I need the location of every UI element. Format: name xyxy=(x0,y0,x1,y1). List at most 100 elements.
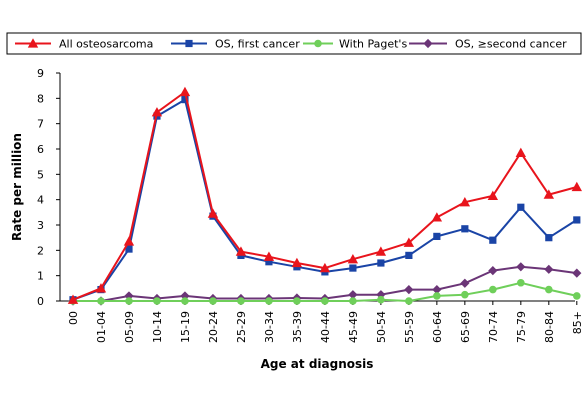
y-tick-label: 0 xyxy=(37,295,44,308)
legend-label: With Paget's xyxy=(339,38,407,51)
x-tick-label: 00 xyxy=(67,311,80,325)
data-point xyxy=(293,297,301,305)
data-point xyxy=(347,254,359,264)
x-tick-label: 15-19 xyxy=(179,311,192,343)
legend-item: OS, ≥second cancer xyxy=(409,38,567,51)
series-0 xyxy=(67,86,583,304)
data-point xyxy=(265,297,273,305)
y-tick-label: 8 xyxy=(37,92,44,105)
data-point xyxy=(489,236,497,244)
data-point xyxy=(461,290,469,299)
x-tick-label: 80-84 xyxy=(543,311,556,343)
x-tick-label: 50-54 xyxy=(375,311,388,343)
data-point xyxy=(487,190,499,201)
y-tick-label: 1 xyxy=(37,270,44,283)
data-point xyxy=(265,258,273,266)
data-point xyxy=(181,297,189,305)
series-1 xyxy=(69,96,581,304)
data-point xyxy=(517,278,525,287)
y-tick-label: 5 xyxy=(37,168,44,181)
x-tick-label: 85+ xyxy=(571,311,584,334)
data-point xyxy=(377,259,385,267)
data-point xyxy=(319,262,331,273)
x-tick-label: 25-29 xyxy=(235,311,248,343)
x-tick-label: 75-79 xyxy=(515,311,528,343)
legend: All osteosarcoma OS, first cancer With Pag… xyxy=(6,32,582,55)
data-point xyxy=(349,297,357,305)
x-tick-label: 40-44 xyxy=(319,311,332,343)
data-point xyxy=(517,203,525,211)
data-point xyxy=(95,283,107,293)
data-point xyxy=(433,292,441,300)
series-layer xyxy=(67,86,583,306)
data-point xyxy=(321,297,329,305)
data-point xyxy=(207,208,219,218)
x-tick-label: 05-09 xyxy=(123,311,136,343)
legend-marker xyxy=(27,38,39,48)
data-point xyxy=(125,297,133,305)
data-point xyxy=(181,96,189,104)
data-point xyxy=(377,295,385,304)
axes: 0 1 2 3 4 5 6 7 8 9 00 01-04 05-09 10-14 15-19 20-24 25-… xyxy=(37,67,584,343)
data-point xyxy=(432,285,442,295)
data-point xyxy=(488,266,498,276)
data-point xyxy=(291,257,303,268)
x-tick-label: 35-39 xyxy=(291,311,304,343)
series-2 xyxy=(69,278,581,305)
data-point xyxy=(461,225,469,233)
data-point xyxy=(263,251,275,261)
x-tick-label: 30-34 xyxy=(263,311,276,343)
legend-marker xyxy=(185,39,193,48)
x-tick-label: 45-49 xyxy=(347,311,360,343)
legend-marker xyxy=(314,39,322,48)
data-point xyxy=(124,291,134,301)
y-tick-label: 7 xyxy=(37,118,44,131)
data-point xyxy=(67,294,79,304)
data-point xyxy=(404,285,414,295)
data-point xyxy=(543,189,555,199)
legend-marker xyxy=(423,38,433,49)
data-point xyxy=(516,262,526,272)
data-point xyxy=(459,197,471,207)
data-point xyxy=(544,264,554,274)
y-axis-title: Rate per million xyxy=(10,133,24,241)
data-point xyxy=(179,86,191,97)
legend-item: All osteosarcoma xyxy=(15,38,153,51)
data-point xyxy=(180,291,190,301)
x-tick-label: 10-14 xyxy=(151,311,164,343)
data-point xyxy=(460,278,470,288)
data-point xyxy=(237,297,245,305)
legend-label: All osteosarcoma xyxy=(59,38,153,51)
data-point xyxy=(431,212,443,222)
data-point xyxy=(571,181,583,192)
data-point xyxy=(433,232,441,240)
data-point xyxy=(545,234,553,242)
y-tick-label: 6 xyxy=(37,143,44,156)
data-point xyxy=(573,216,581,224)
data-point xyxy=(573,292,581,300)
x-tick-label: 60-64 xyxy=(431,311,444,343)
data-point xyxy=(151,107,163,117)
data-point xyxy=(125,245,133,253)
data-point xyxy=(349,264,357,272)
data-point xyxy=(515,147,527,157)
data-point xyxy=(97,297,105,305)
y-tick-label: 3 xyxy=(37,219,44,232)
legend-label: OS, ≥second cancer xyxy=(455,38,567,51)
legend-label: OS, first cancer xyxy=(215,38,300,51)
x-tick-label: 01-04 xyxy=(95,311,108,343)
data-point xyxy=(348,290,358,300)
data-point xyxy=(375,246,387,256)
data-point xyxy=(405,251,413,259)
data-point xyxy=(123,236,135,246)
data-point xyxy=(572,268,582,278)
x-tick-label: 70-74 xyxy=(487,311,500,343)
y-tick-label: 2 xyxy=(37,244,44,257)
legend-box xyxy=(6,32,582,55)
data-point xyxy=(545,285,553,294)
data-point xyxy=(209,297,217,305)
x-tick-label: 20-24 xyxy=(207,311,220,343)
data-point xyxy=(489,285,497,294)
data-point xyxy=(235,246,247,256)
